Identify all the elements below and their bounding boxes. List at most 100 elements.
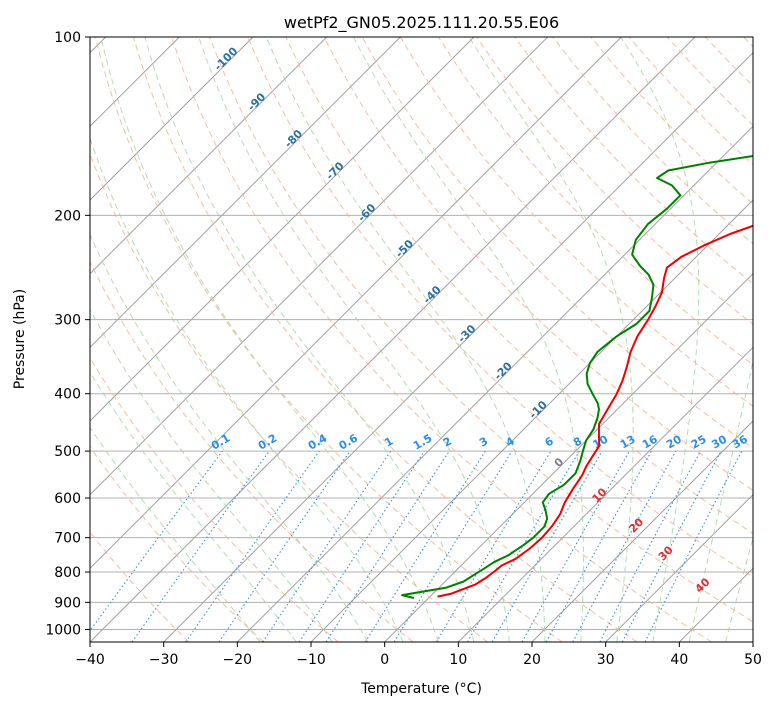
y-tick-label: 300 <box>54 313 81 329</box>
isotherm-label: -30 <box>455 322 478 345</box>
y-tick-label: 500 <box>54 444 81 460</box>
isotherm-line <box>90 37 328 275</box>
y-tick-label: 700 <box>54 531 81 547</box>
isotherm-line <box>163 51 753 642</box>
moist-adiabat <box>688 358 753 642</box>
isotherm-label: -100 <box>212 44 241 73</box>
dry-adiabat <box>90 446 264 642</box>
profile-series <box>401 154 753 599</box>
y-tick-label: 100 <box>54 30 81 46</box>
mixing-ratio-label: 30 <box>709 432 729 451</box>
moist-adiabat <box>90 233 369 642</box>
isotherm-label: -50 <box>393 237 416 260</box>
y-tick-label: 1000 <box>45 622 81 638</box>
x-tick-label: 0 <box>380 652 389 668</box>
y-tick-label: 900 <box>54 595 81 611</box>
moist-adiabat <box>144 37 475 642</box>
dry-adiabat <box>476 37 753 325</box>
dry-adiabat <box>90 260 414 642</box>
isotherm-line <box>90 37 401 349</box>
mixing-ratio-line <box>572 450 677 642</box>
mixing-ratio-label: 10 <box>590 432 610 451</box>
isotherm-line <box>457 346 753 642</box>
mixing-ratio-label: 20 <box>664 432 684 451</box>
background-lines <box>90 37 753 642</box>
moist-adiabat-label: 40 <box>693 575 713 595</box>
mixing-ratio-line <box>521 450 630 642</box>
isotherm-label: -20 <box>492 359 515 382</box>
isotherm-label: -60 <box>355 201 378 224</box>
y-tick-label: 800 <box>54 565 81 581</box>
dry-adiabat <box>704 37 753 87</box>
y-tick-label: 600 <box>54 491 81 507</box>
x-axis: −40 −30 −20 −10 0 10 20 30 40 50 <box>75 642 762 668</box>
dry-adiabat <box>132 37 638 642</box>
isotherm-label: -90 <box>245 90 268 113</box>
x-tick-label: −30 <box>149 652 179 668</box>
isotherm-line <box>310 199 753 642</box>
moist-adiabat <box>620 37 700 642</box>
mixing-ratio-label: 25 <box>689 433 709 452</box>
isotherm-line <box>90 37 254 201</box>
isotherm-line <box>384 272 753 642</box>
moist-adiabat <box>265 37 546 642</box>
y-axis: 100 200 300 400 500 600 700 800 900 1000 <box>45 30 90 638</box>
moist-adiabat <box>90 426 261 642</box>
x-tick-label: −40 <box>75 652 105 668</box>
isotherm-label: -70 <box>323 159 346 182</box>
mixing-ratio-line <box>90 450 223 632</box>
isotherm-line <box>90 37 622 570</box>
moist-adiabat <box>198 37 510 642</box>
mixing-ratio-line <box>644 450 743 642</box>
x-tick-label: −10 <box>296 652 326 668</box>
x-tick-label: 10 <box>449 652 467 668</box>
moist-adiabat-label: 10 <box>590 485 610 505</box>
dry-adiabat <box>90 531 190 642</box>
x-axis-title: Temperature (°C) <box>360 681 482 697</box>
x-tick-label: 40 <box>670 652 688 668</box>
isotherm-line <box>90 37 696 642</box>
isotherm-label: -40 <box>421 283 444 306</box>
dry-adiabat <box>90 356 339 642</box>
mixing-ratio-label: 6 <box>543 434 556 449</box>
moist-adiabat <box>100 37 439 642</box>
mixing-ratio-label: 36 <box>730 432 750 451</box>
isotherm-line <box>236 125 753 642</box>
x-tick-label: 20 <box>523 652 541 668</box>
moist-adiabat <box>90 136 404 642</box>
moist-adiabat <box>90 308 333 642</box>
x-tick-label: 50 <box>744 652 762 668</box>
mixing-ratio-label: 2 <box>441 435 454 450</box>
mixing-ratio-label: 3 <box>477 435 490 450</box>
mixing-ratio-line <box>545 450 653 642</box>
dry-adiabat <box>247 37 753 578</box>
mixing-ratio-label: 13 <box>618 433 638 452</box>
y-axis-title: Pressure (hPa) <box>12 289 28 389</box>
isotherm-line <box>531 420 753 642</box>
mixing-ratio-line <box>298 450 425 642</box>
dry-adiabat <box>743 37 753 48</box>
moist-adiabat <box>725 536 753 642</box>
mixing-ratio-line <box>435 450 552 642</box>
x-tick-label: −20 <box>223 652 253 668</box>
isotherm-line <box>678 567 753 642</box>
isotherm-line <box>752 641 753 642</box>
dry-adiabat <box>590 37 753 205</box>
moist-adiabat <box>468 37 634 642</box>
mixing-ratio-line <box>131 450 270 642</box>
dry-adiabat <box>285 37 753 535</box>
dry-adiabat <box>323 37 753 491</box>
mixing-ratio-line <box>325 450 450 642</box>
chart-title: wetPf2_GN05.2025.111.20.55.E06 <box>284 13 559 33</box>
mixing-ratio-label: 0.1 <box>209 432 232 453</box>
y-tick-label: 400 <box>54 387 81 403</box>
isotherm-line <box>605 493 753 642</box>
plot-frame <box>89 36 754 643</box>
y-tick-label: 200 <box>54 208 81 224</box>
mixing-ratio-label: 1 <box>382 435 395 450</box>
isotherm-line <box>90 37 549 496</box>
dry-adiabat <box>90 152 488 642</box>
isotherm-label: -10 <box>527 398 550 421</box>
mixing-ratio-label: 1.5 <box>411 432 434 453</box>
